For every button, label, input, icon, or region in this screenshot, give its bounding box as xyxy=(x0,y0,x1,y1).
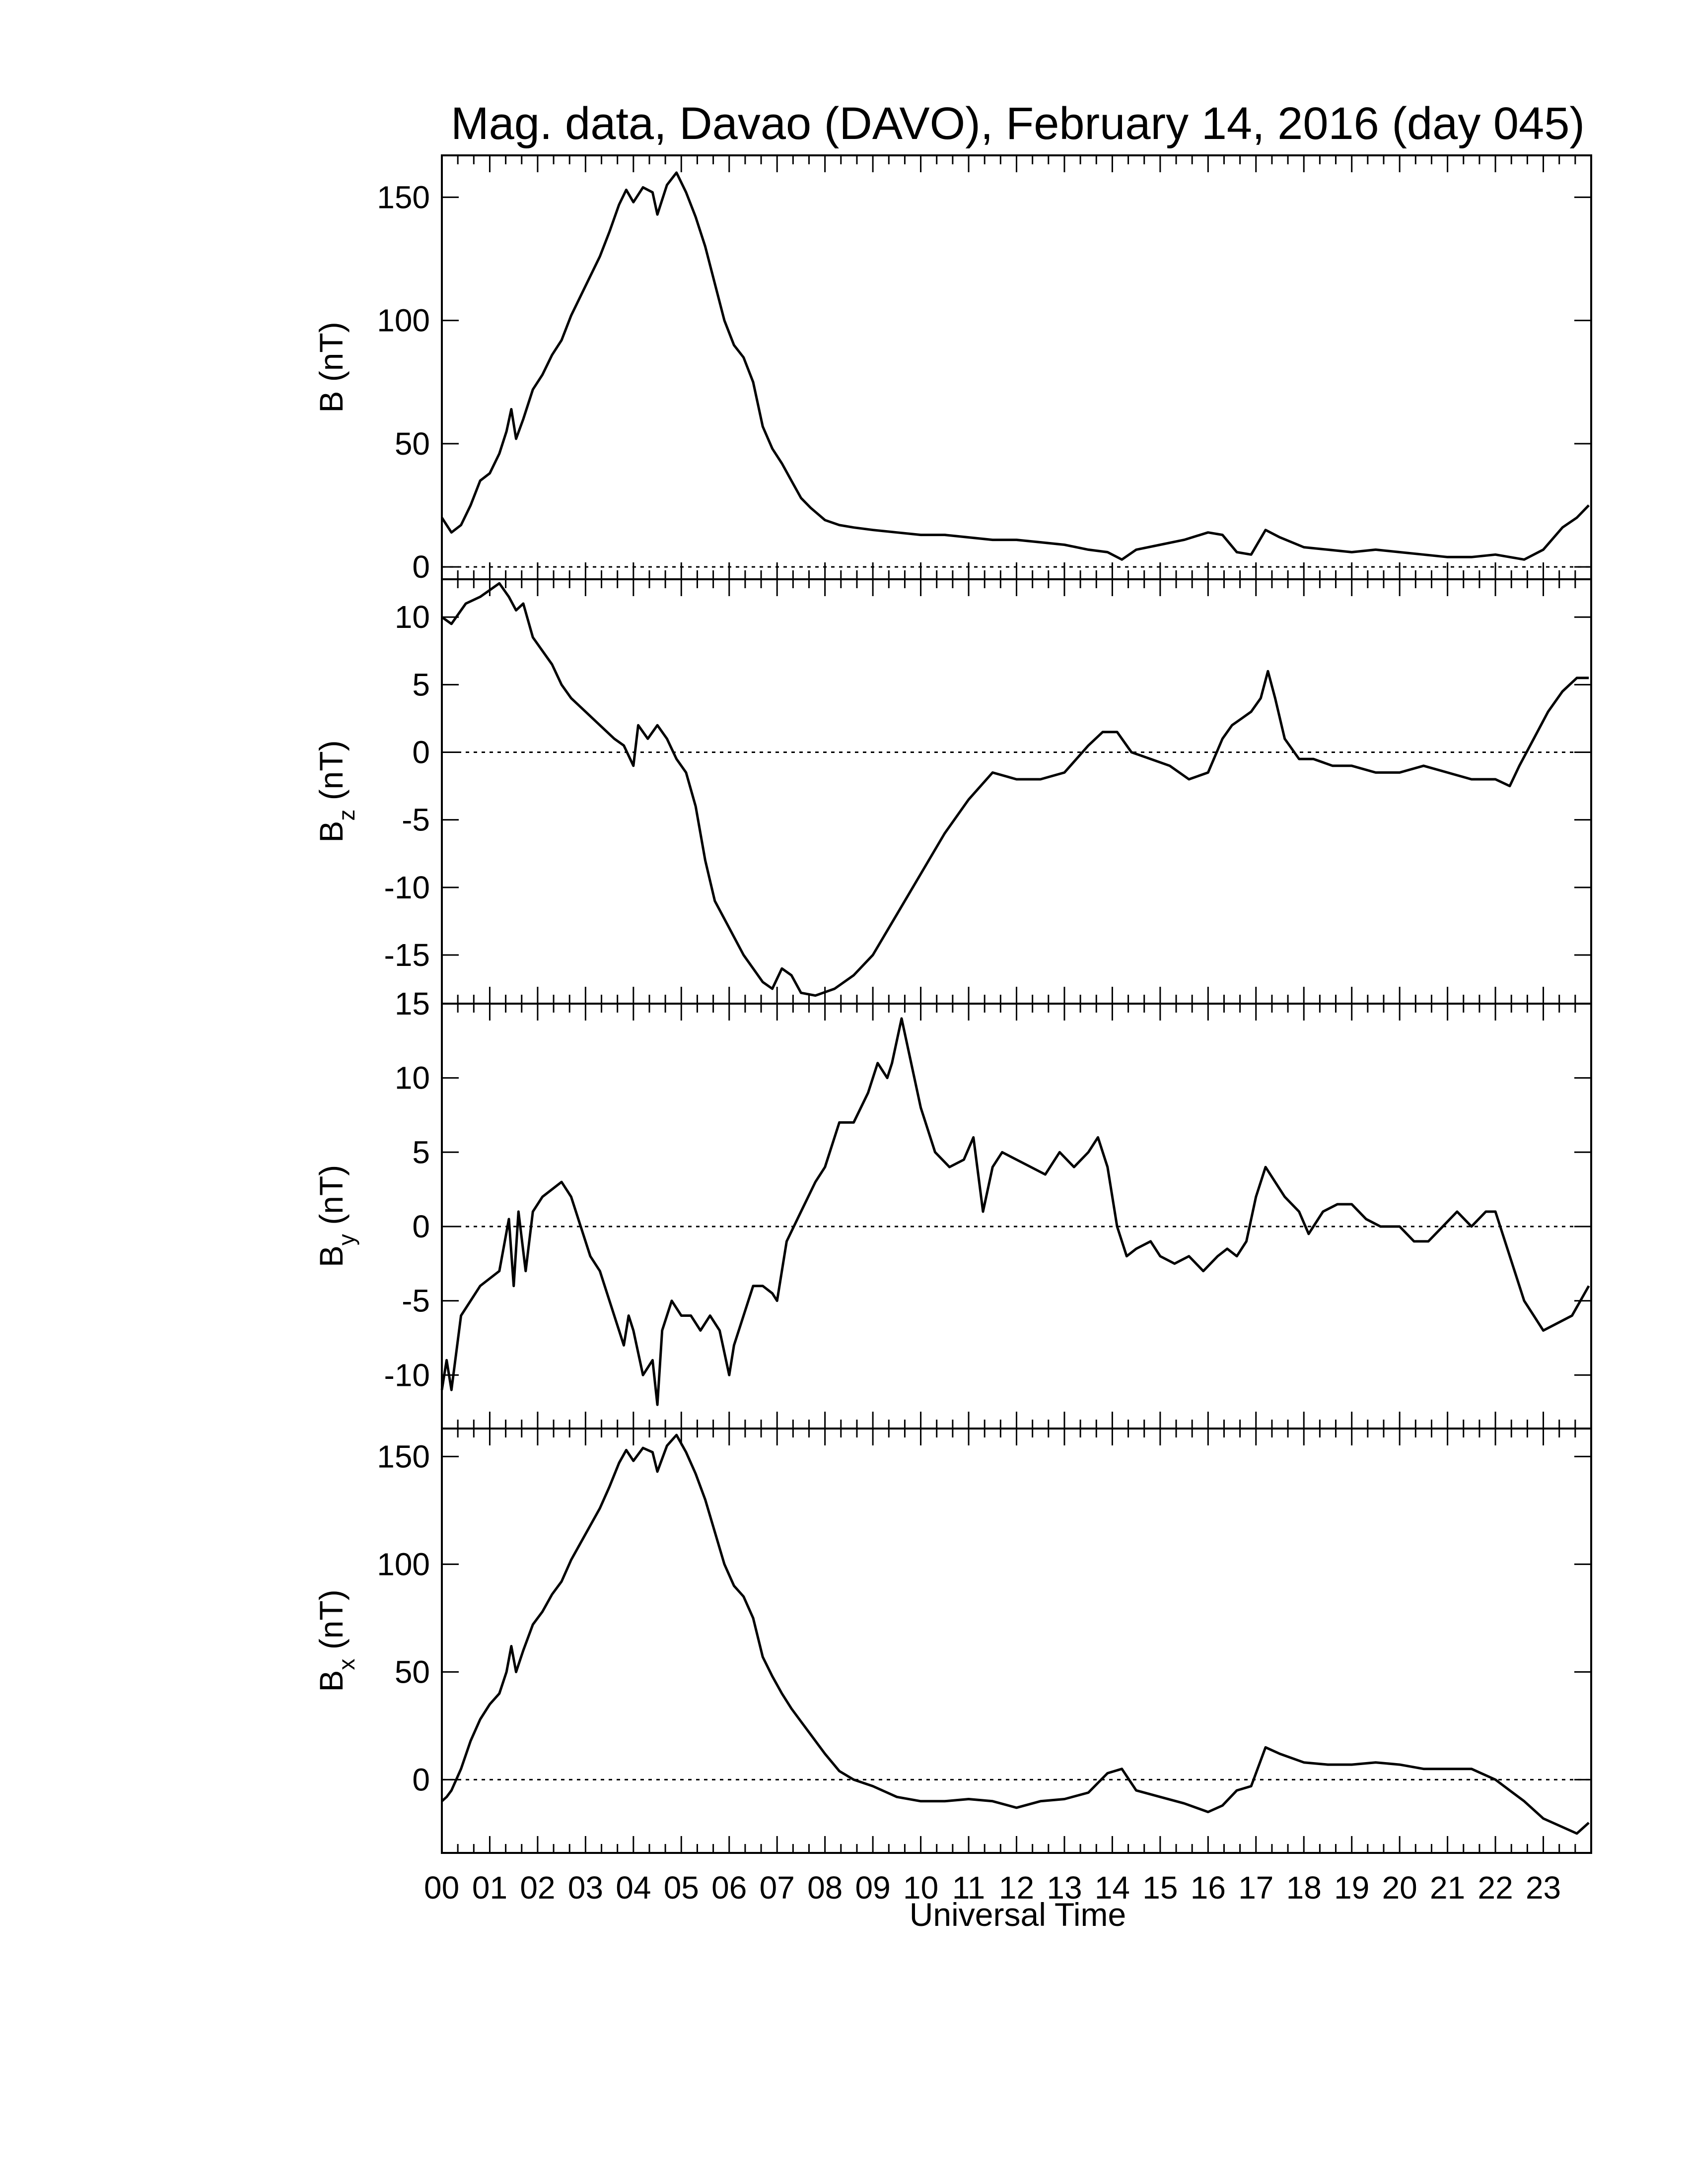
y-axis-label-unit: (nT) xyxy=(313,740,350,809)
chart-title: Mag. data, Davao (DAVO), February 14, 20… xyxy=(451,98,1585,149)
y-tick-label: 5 xyxy=(412,667,430,702)
y-axis-label: By (nT) xyxy=(313,1165,359,1267)
x-tick-label: 13 xyxy=(1047,1870,1082,1906)
y-tick-label: 0 xyxy=(412,735,430,770)
y-axis-label-main: B xyxy=(313,391,350,413)
y-axis-label: Bz (nT) xyxy=(313,740,359,842)
x-tick-label: 04 xyxy=(616,1870,651,1906)
y-tick-label: 50 xyxy=(395,1654,430,1690)
y-tick-label: 0 xyxy=(412,1762,430,1797)
y-axis-label-subscript: y xyxy=(334,1234,359,1245)
series-line xyxy=(441,1433,1590,1835)
y-tick-label: -5 xyxy=(402,1283,430,1319)
y-tick-label: 150 xyxy=(377,179,430,215)
x-tick-label: 01 xyxy=(472,1870,507,1906)
y-axis-label-unit: (nT) xyxy=(313,1165,350,1234)
x-tick-label: 18 xyxy=(1286,1870,1322,1906)
x-tick-label: 12 xyxy=(999,1870,1034,1906)
y-axis-label: B (nT) xyxy=(313,322,350,412)
x-tick-label: 10 xyxy=(903,1870,938,1906)
y-tick-label: 10 xyxy=(395,599,430,635)
x-tick-label: 19 xyxy=(1334,1870,1369,1906)
y-tick-label: 15 xyxy=(395,986,430,1022)
y-tick-label: 50 xyxy=(395,426,430,462)
x-tick-label: 07 xyxy=(760,1870,795,1906)
y-tick-label: 150 xyxy=(377,1438,430,1474)
x-tick-label: 00 xyxy=(424,1870,459,1906)
x-tick-label: 06 xyxy=(711,1870,747,1906)
x-tick-label: 11 xyxy=(952,1870,985,1906)
y-tick-label: 0 xyxy=(412,549,430,585)
panel-2: -15 -10 -5 0 5 10 Bz (nT) xyxy=(313,578,1592,1005)
y-tick-label: -10 xyxy=(384,1357,430,1393)
x-tick-label: 22 xyxy=(1477,1870,1513,1906)
x-tick-label: 21 xyxy=(1430,1870,1465,1906)
series-line xyxy=(440,171,1590,561)
x-tick-label: 08 xyxy=(807,1870,843,1906)
x-tick-labels: 00 01 02 03 04 05 06 07 08 09 10 11 12 13 14 15 16 17 18 19… xyxy=(424,1870,1561,1906)
y-axis-label-main: B xyxy=(313,1670,350,1692)
panel-3: -10 -5 0 5 10 15 By (nT) xyxy=(313,986,1592,1430)
y-axis-label-main: B xyxy=(313,1245,350,1267)
y-tick-label: -5 xyxy=(402,802,430,838)
x-tick-label: 09 xyxy=(855,1870,891,1906)
y-tick-label: -10 xyxy=(384,870,430,905)
y-axis-label-subscript: z xyxy=(334,810,359,821)
y-axis-label-subscript: x xyxy=(334,1659,359,1670)
x-tick-label: 20 xyxy=(1382,1870,1417,1906)
x-tick-label: 15 xyxy=(1142,1870,1178,1906)
x-tick-label: 17 xyxy=(1238,1870,1273,1906)
x-tick-label: 16 xyxy=(1191,1870,1226,1906)
y-tick-label: 5 xyxy=(412,1134,430,1170)
y-tick-label: -15 xyxy=(384,937,430,973)
y-tick-label: 10 xyxy=(395,1060,430,1096)
x-tick-label: 14 xyxy=(1095,1870,1130,1906)
x-axis-label: Universal Time xyxy=(910,1896,1126,1933)
x-tick-label: 23 xyxy=(1526,1870,1561,1906)
x-tick-label: 05 xyxy=(664,1870,699,1906)
y-axis-label-unit: (nT) xyxy=(313,322,350,391)
y-axis-label: Bx (nT) xyxy=(313,1589,359,1692)
panel-4: 0 50 100 150 Bx (nT) xyxy=(313,1428,1592,1854)
x-tick-label: 02 xyxy=(520,1870,555,1906)
y-axis-label-main: B xyxy=(313,821,350,843)
x-tick-label: 03 xyxy=(568,1870,603,1906)
y-axis-label-unit: (nT) xyxy=(313,1589,350,1658)
series-line xyxy=(441,582,1589,997)
y-tick-label: 0 xyxy=(412,1209,430,1244)
series-line xyxy=(440,1017,1590,1406)
y-tick-label: 100 xyxy=(377,1546,430,1582)
y-tick-label: 100 xyxy=(377,303,430,339)
panel-1: 0 50 100 150 B (nT) xyxy=(313,154,1592,585)
